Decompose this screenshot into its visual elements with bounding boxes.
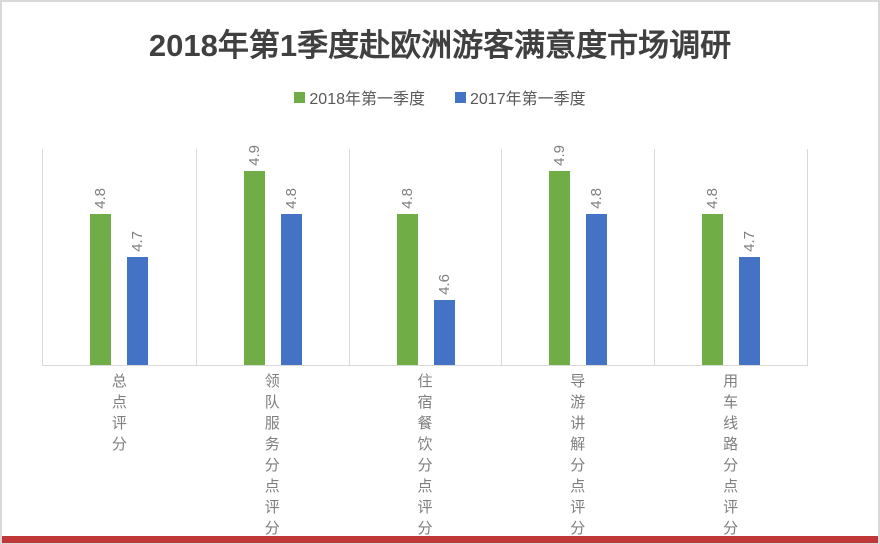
legend-item-1: 2017年第一季度 [455, 85, 586, 109]
bar-series1-cat0 [127, 257, 148, 365]
legend-label: 2017年第一季度 [470, 91, 586, 108]
data-label-wrap: 4.9 [244, 145, 265, 166]
category-label: 领队服务分点评分 [262, 373, 280, 541]
data-label-wrap: 4.8 [281, 188, 302, 209]
category-cell-0: 4.8 4.7 [43, 149, 196, 365]
data-label: 4.8 [282, 188, 300, 209]
legend-label: 2018年第一季度 [309, 91, 425, 108]
data-label: 4.7 [129, 231, 146, 252]
bar-series0-cat2 [396, 214, 418, 365]
bottom-accent-bar [2, 536, 878, 543]
legend-swatch-icon [455, 91, 466, 103]
data-label: 4.9 [245, 145, 263, 166]
bar-series1-cat4 [739, 257, 761, 365]
category-label-cell-4: 用车线路分点评分 [653, 366, 806, 541]
bar-series0-cat0 [90, 214, 111, 365]
bar-series1-cat2 [433, 300, 455, 365]
data-label: 4.8 [398, 188, 416, 209]
bar-series1-cat3 [586, 214, 608, 365]
bar-series1-cat1 [280, 214, 302, 365]
data-label-wrap: 4.8 [586, 188, 607, 209]
data-label-wrap: 4.6 [434, 274, 455, 295]
data-label: 4.6 [435, 274, 453, 295]
plot-area: 4.8 4.7 4.9 4.8 4.8 4.6 4.9 4.8 4.8 4.7 [42, 145, 808, 366]
data-label-wrap: 4.8 [397, 188, 418, 209]
category-label-cell-1: 领队服务分点评分 [195, 366, 348, 541]
bar-series0-cat4 [702, 214, 724, 365]
category-cell-4: 4.8 4.7 [654, 149, 807, 365]
category-label-cell-0: 总点评分 [42, 366, 195, 534]
data-label: 4.9 [551, 145, 569, 166]
category-label-cell-2: 住宿餐饮分点评分 [348, 366, 501, 541]
category-axis: 总点评分 领队服务分点评分 住宿餐饮分点评分 导游讲解分点评分 用车线路分点评分 [42, 366, 806, 541]
category-label-cell-3: 导游讲解分点评分 [500, 366, 653, 541]
legend-item-0: 2018年第一季度 [294, 85, 425, 109]
data-label: 4.8 [588, 188, 606, 209]
category-label: 导游讲解分点评分 [568, 373, 586, 541]
category-cell-1: 4.9 4.8 [195, 145, 349, 365]
data-label-wrap: 4.7 [127, 231, 148, 252]
category-cell-3: 4.9 4.8 [501, 145, 654, 365]
category-label: 用车线路分点评分 [721, 373, 739, 541]
data-label-wrap: 4.9 [549, 145, 570, 166]
bar-series0-cat1 [243, 171, 265, 365]
data-label-wrap: 4.8 [90, 188, 111, 209]
chart-title: 2018年第1季度赴欧洲游客满意度市场调研 [148, 28, 732, 63]
category-label: 总点评分 [109, 373, 127, 457]
data-label-wrap: 4.8 [702, 188, 723, 209]
data-label: 4.8 [92, 188, 109, 209]
data-label: 4.8 [704, 188, 722, 209]
legend-swatch-icon [294, 91, 306, 103]
bar-series0-cat3 [549, 171, 571, 365]
data-label: 4.7 [741, 231, 759, 252]
chart-legend: 2018年第一季度 2017年第一季度 [0, 85, 880, 109]
category-cell-2: 4.8 4.6 [348, 149, 502, 365]
data-label-wrap: 4.7 [739, 231, 760, 252]
category-label: 住宿餐饮分点评分 [415, 373, 433, 541]
